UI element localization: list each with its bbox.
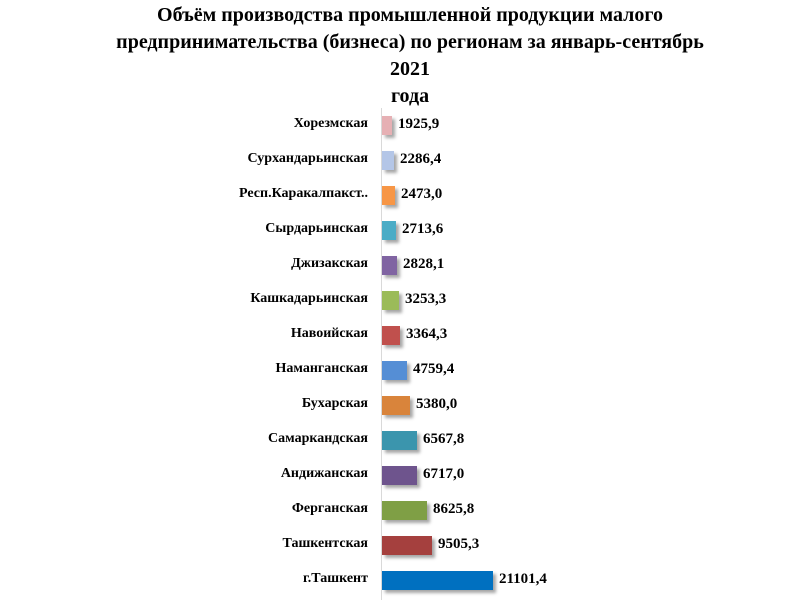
category-label: Самаркандская <box>268 431 368 446</box>
category-label: Ташкентская <box>282 536 369 551</box>
value-label: 5380,0 <box>416 396 458 412</box>
category-label: Хорезмская <box>293 116 368 131</box>
chart-title-line-1: Объём производства промышленной продукци… <box>157 4 663 26</box>
bar-row: Самаркандская 6567,8 <box>0 423 800 458</box>
bar <box>382 571 493 590</box>
category-label: Ферганская <box>291 501 368 516</box>
bar <box>382 536 432 555</box>
category-label: Бухарская <box>301 396 368 411</box>
category-label: Сырдарьинская <box>265 221 368 236</box>
chart-title: Объём производства промышленной продукци… <box>100 2 720 110</box>
category-label: Сурхандарьинская <box>247 151 368 166</box>
value-label: 1925,9 <box>398 116 440 132</box>
value-label: 2473,0 <box>401 186 443 202</box>
bar-row: Ферганская 8625,8 <box>0 493 800 528</box>
bar <box>382 361 407 380</box>
value-label: 6567,8 <box>423 431 465 447</box>
category-axis-line <box>381 108 382 600</box>
category-label: Наманганская <box>275 361 368 376</box>
bar-row: Респ.Каракалпакст.. 2473,0 <box>0 178 800 213</box>
bar-row: Сырдарьинская 2713,6 <box>0 213 800 248</box>
category-label: Кашкадарьинская <box>250 291 368 306</box>
bar-row: Бухарская 5380,0 <box>0 388 800 423</box>
bar-row: г.Ташкент 21101,4 <box>0 563 800 598</box>
value-label: 2828,1 <box>403 256 445 272</box>
chart-title-line-2: предпринимательства (бизнеса) по региона… <box>116 31 704 80</box>
bar <box>382 221 396 240</box>
bar-row: Навоийская 3364,3 <box>0 318 800 353</box>
bar <box>382 291 399 310</box>
value-label: 3364,3 <box>406 326 448 342</box>
value-label: 4759,4 <box>413 361 455 377</box>
bar <box>382 501 427 520</box>
bar <box>382 116 392 135</box>
bar <box>382 396 410 415</box>
bar-row: Андижанская 6717,0 <box>0 458 800 493</box>
category-label: Джизакская <box>291 256 368 271</box>
value-label: 8625,8 <box>433 501 475 517</box>
bar <box>382 151 394 170</box>
value-label: 21101,4 <box>499 571 547 587</box>
value-label: 2286,4 <box>400 151 442 167</box>
bar <box>382 256 397 275</box>
bar-row: Ташкентская 9505,3 <box>0 528 800 563</box>
chart-title-line-3: года <box>390 85 430 107</box>
bar-row: Сурхандарьинская 2286,4 <box>0 143 800 178</box>
bar <box>382 326 400 345</box>
bar <box>382 466 417 485</box>
category-label: Андижанская <box>280 466 368 481</box>
bar-row: Наманганская 4759,4 <box>0 353 800 388</box>
category-label: Навоийская <box>290 326 368 341</box>
category-label: Респ.Каракалпакст.. <box>239 186 368 201</box>
value-label: 2713,6 <box>402 221 444 237</box>
category-label: г.Ташкент <box>303 571 368 586</box>
value-label: 3253,3 <box>405 291 447 307</box>
value-label: 9505,3 <box>438 536 480 552</box>
bar <box>382 186 395 205</box>
bar-row: Кашкадарьинская 3253,3 <box>0 283 800 318</box>
bar <box>382 431 417 450</box>
bar-row: Хорезмская 1925,9 <box>0 108 800 143</box>
value-label: 6717,0 <box>423 466 465 482</box>
bar-row: Джизакская 2828,1 <box>0 248 800 283</box>
